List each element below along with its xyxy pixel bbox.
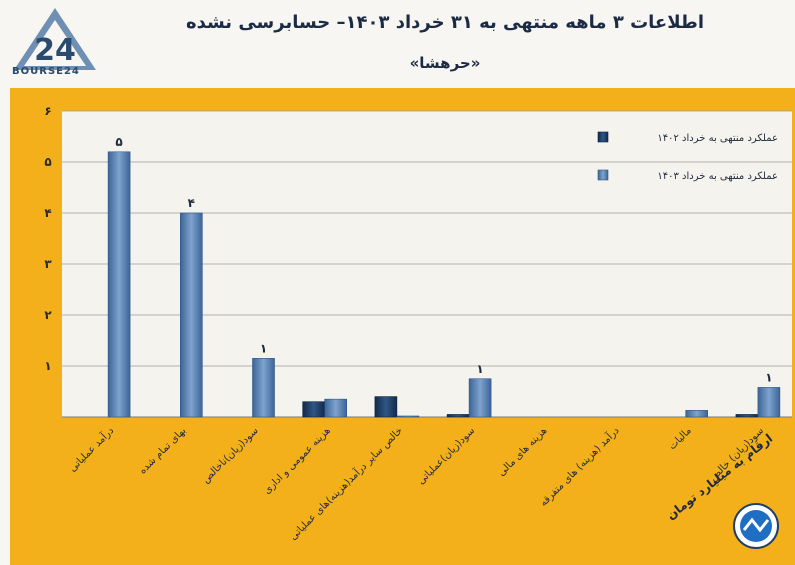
bar-1402 <box>735 414 759 418</box>
bar-1403 <box>324 398 348 418</box>
category-label: هزینه های مالی <box>496 425 549 478</box>
bar-1403 <box>685 410 709 418</box>
bar-1403 <box>757 387 781 418</box>
legend-swatch <box>597 169 609 181</box>
bar-1403 <box>396 415 420 418</box>
svg-text:24: 24 <box>34 33 76 68</box>
data-label: ۱ <box>260 341 267 355</box>
y-tick-label: ۴ <box>44 206 51 220</box>
category-label: سود(زیان)ناخالص <box>200 425 260 485</box>
category-label: خالص سایر درآمد(هزینه)های عملیاتی <box>287 424 406 543</box>
category-label: بهای تمام شده <box>137 425 188 476</box>
bar-1403 <box>180 212 203 418</box>
y-tick-label: ۲ <box>44 308 52 322</box>
category-label: مالیات <box>667 425 694 452</box>
logo-text: BOURSE24 <box>12 66 80 77</box>
bar-1403 <box>468 378 492 418</box>
y-tick-label: ۶ <box>44 104 51 118</box>
category-label: سود(زیان)عملیاتی <box>416 425 478 487</box>
data-label: ۵ <box>115 135 122 149</box>
legend-label: عملکرد منتهی به خرداد ۱۴۰۳ <box>657 171 778 182</box>
bourse24-logo: 24 <box>14 8 96 70</box>
legend-swatch <box>597 131 609 143</box>
data-label: ۴ <box>188 196 195 210</box>
data-label: ۱ <box>765 370 772 384</box>
legend-label: عملکرد منتهی به خرداد ۱۴۰۲ <box>657 133 778 144</box>
category-label: درآمد (هزینه) های متفرقه <box>537 424 622 509</box>
bar-1403 <box>252 358 275 418</box>
company-name: «حرهشا» <box>409 54 481 72</box>
brand-icon <box>733 503 779 549</box>
y-tick-label: ۵ <box>44 155 51 169</box>
data-label: ۱ <box>476 362 483 376</box>
page-title: اطلاعات ۳ ماهه منتهی به ۳۱ خرداد ۱۴۰۳– ح… <box>185 12 705 33</box>
bar-1402 <box>374 396 398 418</box>
y-tick-label: ۱ <box>44 359 51 373</box>
y-tick-label: ۳ <box>44 257 52 271</box>
category-label: درآمد عملیاتی <box>66 424 116 474</box>
bar-1402 <box>302 401 326 418</box>
bar-1403 <box>107 151 131 418</box>
bar-1402 <box>446 414 470 418</box>
category-label: هزینه عمومی و اداری <box>262 425 333 496</box>
